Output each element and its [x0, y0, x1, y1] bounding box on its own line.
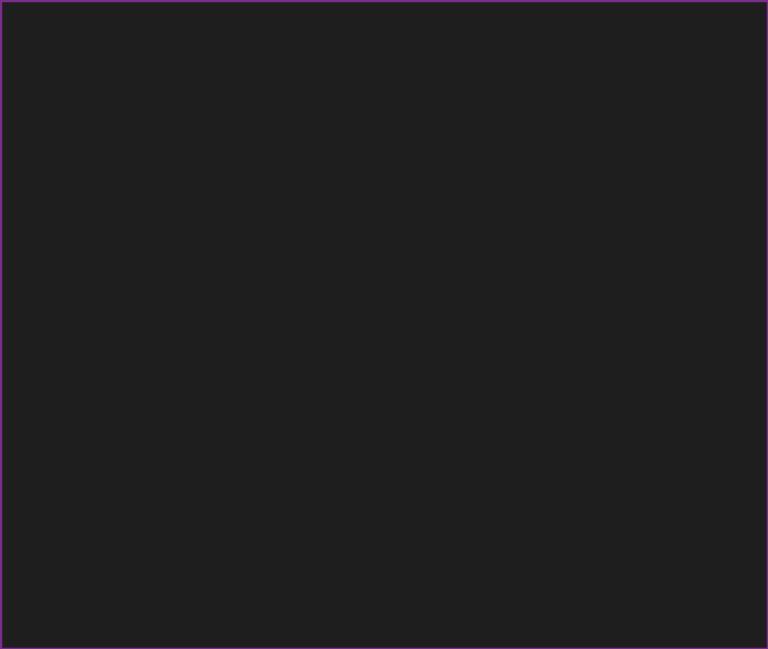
Text: 69 fps: 69 fps: [141, 574, 173, 583]
Bar: [394, 360, 594, 382]
Bar: [8, 360, 210, 382]
Text: 106 fps: 106 fps: [726, 124, 763, 133]
Text: 82 fps: 82 fps: [166, 471, 197, 480]
Text: 22 fps: 22 fps: [466, 574, 498, 583]
Bar: [8, 430, 165, 451]
Text: 96 fps: 96 fps: [694, 158, 726, 167]
Bar: [394, 569, 462, 590]
Text: 63 fps: 63 fps: [593, 436, 624, 445]
Text: 78 fps: 78 fps: [639, 263, 670, 271]
Bar: [394, 326, 604, 347]
Text: 68 fps: 68 fps: [608, 332, 640, 341]
Bar: [394, 533, 561, 555]
Text: 132 fps: 132 fps: [259, 228, 296, 237]
Text: 138 fps: 138 fps: [270, 193, 308, 202]
Text: PROFES: PROFES: [227, 13, 286, 26]
Text: ONAL: ONAL: [280, 13, 321, 26]
Text: Battlefield V: Battlefield V: [396, 12, 503, 27]
Text: 82 fps: 82 fps: [166, 505, 197, 514]
Bar: [8, 222, 254, 243]
Text: 163 fps: 163 fps: [317, 124, 355, 133]
Text: 71 fps: 71 fps: [617, 297, 649, 306]
Text: 115 fps: 115 fps: [227, 263, 265, 271]
Text: 78 fps: 78 fps: [639, 228, 670, 237]
Text: 54 fps: 54 fps: [565, 540, 597, 549]
Text: 84 fps: 84 fps: [169, 436, 200, 445]
Bar: [394, 499, 579, 520]
Bar: [8, 291, 214, 312]
Text: RTX ON - 1440p: RTX ON - 1440p: [396, 49, 478, 58]
Text: 79 fps: 79 fps: [642, 193, 674, 202]
Text: 109 fps: 109 fps: [216, 332, 253, 341]
Bar: [394, 395, 591, 417]
Bar: [394, 187, 637, 208]
Bar: [394, 256, 634, 278]
Bar: [394, 153, 690, 174]
Bar: [8, 117, 313, 139]
Bar: [8, 499, 161, 520]
Bar: [394, 117, 721, 139]
Bar: [394, 291, 613, 312]
Text: ·review: ·review: [660, 47, 697, 56]
Bar: [8, 153, 281, 174]
Bar: [394, 464, 582, 485]
Text: COD Modern Warfare: COD Modern Warfare: [9, 12, 190, 27]
Text: I: I: [274, 13, 279, 26]
Bar: [394, 222, 634, 243]
Text: 81 fps: 81 fps: [164, 540, 195, 549]
Bar: [8, 569, 137, 590]
Bar: [8, 187, 266, 208]
Text: ·review: ·review: [280, 47, 317, 56]
Text: I: I: [654, 13, 659, 26]
Text: PROFES: PROFES: [607, 13, 666, 26]
Text: 64 fps: 64 fps: [596, 401, 627, 410]
Text: ONAL: ONAL: [660, 13, 701, 26]
Text: 65 fps: 65 fps: [599, 367, 631, 376]
Text: 146 fps: 146 fps: [285, 158, 323, 167]
Text: 60 fps: 60 fps: [584, 505, 614, 514]
Text: 61 fps: 61 fps: [587, 471, 618, 480]
Bar: [8, 533, 159, 555]
Bar: [8, 395, 202, 417]
Text: 110 fps: 110 fps: [218, 297, 256, 306]
Bar: [8, 464, 161, 485]
Text: 108 fps: 108 fps: [214, 367, 252, 376]
Bar: [394, 430, 588, 451]
Bar: [8, 326, 211, 347]
Bar: [8, 256, 223, 278]
Text: RTX ON - 1440p: RTX ON - 1440p: [9, 49, 91, 58]
Text: 104 fps: 104 fps: [207, 401, 244, 410]
